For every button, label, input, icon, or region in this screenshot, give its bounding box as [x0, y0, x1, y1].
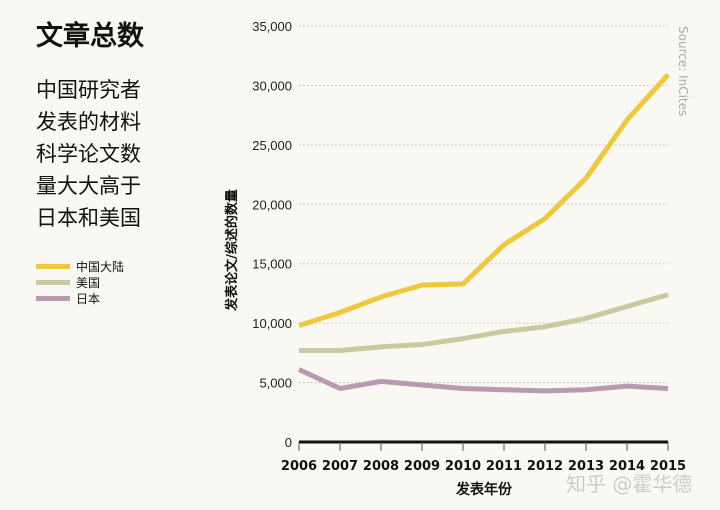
y-tick-label: 0 [285, 435, 292, 450]
description-line: 科学论文数 [36, 142, 141, 166]
x-tick-label: 2009 [404, 459, 440, 474]
legend-label: 美国 [76, 275, 101, 290]
legend-label: 中国大陆 [76, 259, 125, 274]
x-tick-label: 2006 [281, 459, 317, 474]
watermark: 知乎 @霍华德 [566, 472, 693, 496]
series-line [299, 292, 669, 353]
y-tick-label: 5,000 [259, 376, 292, 391]
legend-item-usa: 美国 [36, 274, 124, 290]
x-tick-label: 2008 [363, 459, 399, 474]
legend-swatch [36, 295, 70, 301]
y-tick-label: 15,000 [252, 257, 292, 272]
x-tick-label: 2007 [322, 459, 358, 474]
legend-item-china: 中国大陆 [36, 258, 124, 274]
description: 中国研究者 发表的材料 科学论文数 量大大高于 日本和美国 [36, 74, 166, 234]
y-tick-label: 10,000 [252, 316, 292, 331]
legend-label: 日本 [76, 291, 101, 306]
description-line: 量大大高于 [36, 174, 141, 198]
series-line [298, 73, 670, 328]
legend-item-japan: 日本 [36, 290, 124, 306]
x-tick-label: 2014 [609, 459, 645, 474]
y-tick-label: 25,000 [252, 138, 292, 153]
x-tick-label: 2010 [445, 459, 481, 474]
legend-swatch [36, 279, 70, 285]
chart-title: 文章总数 [36, 21, 144, 52]
legend-swatch [36, 263, 70, 269]
x-tick-label: 2011 [486, 459, 522, 474]
y-tick-label: 20,000 [252, 197, 292, 212]
series-line [297, 367, 669, 394]
y-tick-label: 35,000 [252, 19, 292, 34]
x-tick-label: 2015 [650, 459, 686, 474]
x-tick-label: 2013 [568, 459, 604, 474]
y-tick-label: 30,000 [252, 78, 292, 93]
legend: 中国大陆 美国 日本 [36, 258, 124, 306]
x-axis-label: 发表年份 [455, 481, 513, 498]
x-tick-label: 2012 [527, 459, 563, 474]
description-line: 日本和美国 [36, 206, 141, 230]
source-note: Source: InCites [676, 26, 690, 117]
y-axis-label: 发表论文/综述的数量 [224, 189, 240, 312]
description-line: 中国研究者 [36, 78, 141, 102]
description-line: 发表的材料 [36, 110, 141, 134]
